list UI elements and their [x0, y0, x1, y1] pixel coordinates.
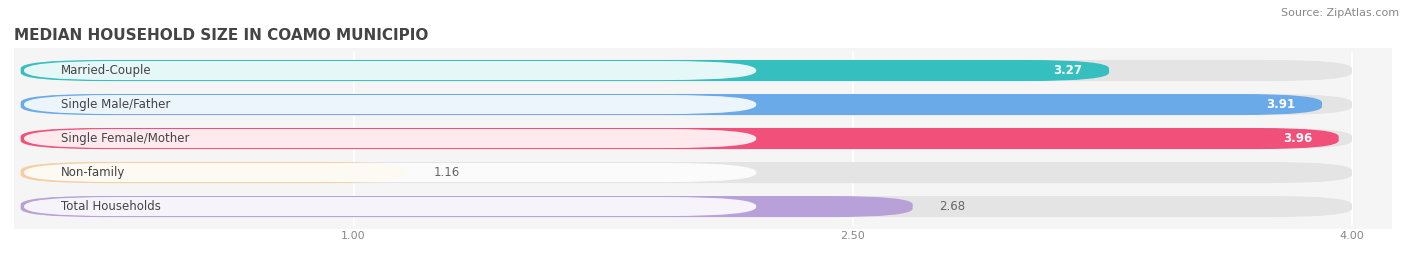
- FancyBboxPatch shape: [24, 95, 756, 114]
- FancyBboxPatch shape: [24, 129, 756, 148]
- Text: Source: ZipAtlas.com: Source: ZipAtlas.com: [1281, 8, 1399, 18]
- Text: 3.27: 3.27: [1053, 64, 1083, 77]
- FancyBboxPatch shape: [21, 196, 1353, 217]
- FancyBboxPatch shape: [21, 196, 912, 217]
- Text: Single Female/Mother: Single Female/Mother: [60, 132, 190, 145]
- FancyBboxPatch shape: [24, 197, 756, 216]
- Text: MEDIAN HOUSEHOLD SIZE IN COAMO MUNICIPIO: MEDIAN HOUSEHOLD SIZE IN COAMO MUNICIPIO: [14, 28, 429, 43]
- Text: Total Households: Total Households: [60, 200, 160, 213]
- Text: Non-family: Non-family: [60, 166, 125, 179]
- FancyBboxPatch shape: [21, 128, 1353, 149]
- Text: Single Male/Father: Single Male/Father: [60, 98, 170, 111]
- Text: 1.16: 1.16: [433, 166, 460, 179]
- FancyBboxPatch shape: [21, 60, 1109, 81]
- FancyBboxPatch shape: [21, 162, 406, 183]
- Text: 3.96: 3.96: [1282, 132, 1312, 145]
- FancyBboxPatch shape: [21, 60, 1353, 81]
- FancyBboxPatch shape: [21, 162, 1353, 183]
- FancyBboxPatch shape: [21, 94, 1353, 115]
- Text: 3.91: 3.91: [1267, 98, 1295, 111]
- FancyBboxPatch shape: [21, 94, 1322, 115]
- FancyBboxPatch shape: [24, 61, 756, 80]
- Text: 2.68: 2.68: [939, 200, 966, 213]
- FancyBboxPatch shape: [24, 163, 756, 182]
- FancyBboxPatch shape: [21, 128, 1339, 149]
- Text: Married-Couple: Married-Couple: [60, 64, 152, 77]
